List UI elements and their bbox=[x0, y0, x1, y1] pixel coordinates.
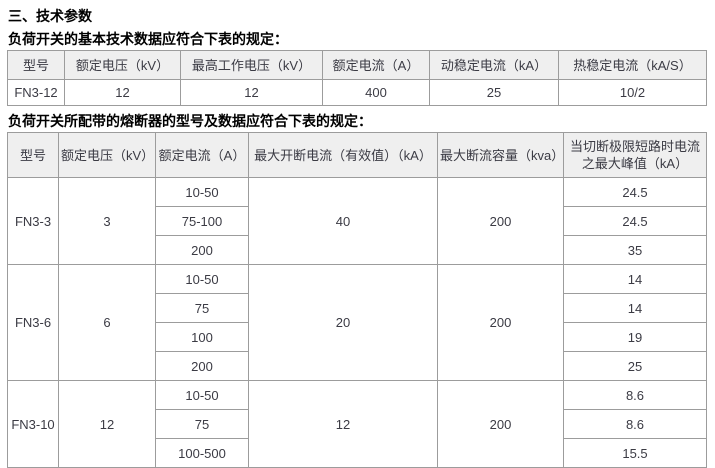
max-peak-current-cell: 8.6 bbox=[563, 409, 707, 439]
column-header-rated-current: 额定电流（A） bbox=[322, 50, 430, 80]
table-row: 100 19 bbox=[8, 322, 707, 352]
max-peak-current-cell: 24.5 bbox=[563, 177, 707, 207]
rated-current-cell: 10-50 bbox=[155, 380, 249, 410]
model-cell: FN3-3 bbox=[7, 177, 59, 265]
table-row: FN3-10 12 10-50 12 200 8.6 bbox=[7, 380, 707, 468]
rated-voltage-cell: 12 bbox=[64, 79, 181, 106]
max-breaking-capacity-cell: 200 bbox=[437, 264, 564, 381]
table-row: 200 35 bbox=[8, 235, 707, 265]
max-peak-current-cell: 14 bbox=[563, 293, 707, 323]
thermal-stable-current-cell: 10/2 bbox=[558, 79, 707, 106]
table-row: 75-100 24.5 bbox=[8, 206, 707, 236]
table1-intro: 负荷开关的基本技术数据应符合下表的规定： bbox=[8, 31, 288, 47]
max-breaking-capacity-cell: 200 bbox=[437, 177, 564, 265]
rated-current-cell: 10-50 bbox=[155, 177, 249, 207]
max-peak-current-cell: 8.6 bbox=[563, 380, 707, 410]
fuse-params-header-row: 型号 额定电压（kV） 额定电流（A） 最大开断电流（有效值）（kA） 最大断流… bbox=[7, 132, 707, 178]
max-peak-current-cell: 24.5 bbox=[563, 206, 707, 236]
max-breaking-current-cell: 12 bbox=[248, 380, 438, 468]
rated-voltage-cell: 6 bbox=[58, 264, 156, 381]
basic-params-header-row: 型号 额定电压（kV） 最高工作电压（kV） 额定电流（A） 动稳定电流（kA）… bbox=[7, 50, 707, 80]
max-peak-current-cell: 19 bbox=[563, 322, 707, 352]
rated-current-cell: 75-100 bbox=[155, 206, 249, 236]
rated-current-cell: 100 bbox=[155, 322, 249, 352]
column-header-rated-voltage: 额定电压（kV） bbox=[64, 50, 181, 80]
table-row: 75 8.6 bbox=[8, 409, 707, 439]
rated-current-cell: 200 bbox=[155, 235, 249, 265]
rated-current-cell: 75 bbox=[155, 293, 249, 323]
column-header-thermal-stable-current: 热稳定电流（kA/S） bbox=[558, 50, 707, 80]
column-header-rated-current: 额定电流（A） bbox=[155, 132, 249, 178]
table2-intro: 负荷开关所配带的熔断器的型号及数据应符合下表的规定： bbox=[8, 113, 372, 129]
dynamic-stable-current-cell: 25 bbox=[429, 79, 559, 106]
max-breaking-current-cell: 20 bbox=[248, 264, 438, 381]
table-row: FN3-3 3 10-50 40 200 24.5 bbox=[7, 177, 707, 265]
table-row: 200 25 bbox=[8, 351, 707, 381]
rated-current-cell: 400 bbox=[322, 79, 430, 106]
max-peak-current-cell: 15.5 bbox=[563, 438, 707, 468]
column-header-rated-voltage: 额定电压（kV） bbox=[58, 132, 156, 178]
table-row: FN3-12 12 12 400 25 10/2 bbox=[7, 79, 707, 106]
rated-current-cell: 75 bbox=[155, 409, 249, 439]
max-peak-current-cell: 14 bbox=[563, 264, 707, 294]
table-row: FN3-6 6 10-50 20 200 14 bbox=[7, 264, 707, 381]
rated-current-cell: 100-500 bbox=[155, 438, 249, 468]
column-header-max-working-voltage: 最高工作电压（kV） bbox=[180, 50, 323, 80]
max-breaking-capacity-cell: 200 bbox=[437, 380, 564, 468]
max-peak-current-cell: 25 bbox=[563, 351, 707, 381]
basic-params-table: 型号 额定电压（kV） 最高工作电压（kV） 额定电流（A） 动稳定电流（kA）… bbox=[7, 50, 707, 106]
rated-voltage-cell: 3 bbox=[58, 177, 156, 265]
column-header-dynamic-stable-current: 动稳定电流（kA） bbox=[429, 50, 559, 80]
max-peak-current-cell: 35 bbox=[563, 235, 707, 265]
column-header-model: 型号 bbox=[7, 132, 59, 178]
model-cell: FN3-10 bbox=[7, 380, 59, 468]
column-header-max-breaking-current: 最大开断电流（有效值）（kA） bbox=[248, 132, 438, 178]
table-row: 100-500 15.5 bbox=[8, 438, 707, 468]
table-row: 75 14 bbox=[8, 293, 707, 323]
rated-voltage-cell: 12 bbox=[58, 380, 156, 468]
max-working-voltage-cell: 12 bbox=[180, 79, 323, 106]
page-title: 三、技术参数 bbox=[8, 8, 92, 24]
model-cell: FN3-12 bbox=[7, 79, 65, 106]
max-breaking-current-cell: 40 bbox=[248, 177, 438, 265]
model-cell: FN3-6 bbox=[7, 264, 59, 381]
column-header-max-breaking-capacity: 最大断流容量（kva） bbox=[437, 132, 564, 178]
rated-current-cell: 10-50 bbox=[155, 264, 249, 294]
rated-current-cell: 200 bbox=[155, 351, 249, 381]
fuse-params-table: 型号 额定电压（kV） 额定电流（A） 最大开断电流（有效值）（kA） 最大断流… bbox=[7, 132, 707, 468]
column-header-model: 型号 bbox=[7, 50, 65, 80]
column-header-max-peak-current: 当切断极限短路时电流之最大峰值（kA） bbox=[563, 132, 707, 178]
